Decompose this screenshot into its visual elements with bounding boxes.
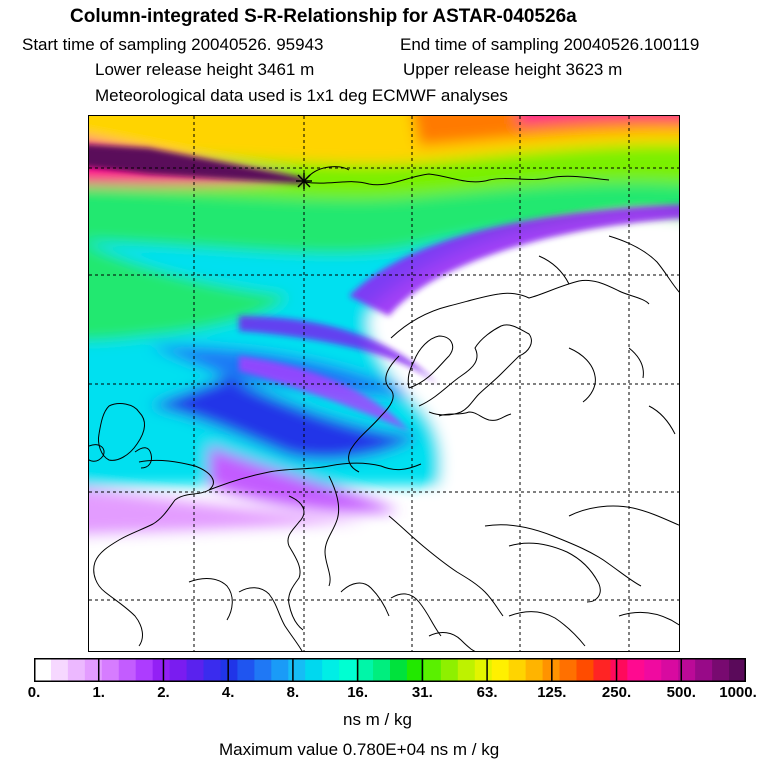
color-swatch: [423, 658, 442, 682]
color-swatch: [135, 658, 154, 682]
color-swatch: [474, 658, 493, 682]
color-scale-tick-label: 1.: [92, 684, 105, 701]
color-swatch: [525, 658, 544, 682]
color-swatch: [237, 658, 255, 682]
coastlines: [89, 166, 679, 651]
color-swatch: [695, 658, 713, 682]
color-swatch: [678, 658, 696, 682]
color-scale-tick-label: 2.: [157, 684, 170, 701]
color-swatch: [457, 658, 476, 682]
color-swatch: [339, 658, 357, 682]
color-swatch: [305, 658, 323, 682]
start-time-label: Start time of sampling 20040526. 95943: [22, 35, 324, 54]
max-value-label: Maximum value 0.780E+04 ns m / kg: [219, 740, 500, 759]
color-swatch: [406, 658, 425, 682]
end-time-label: End time of sampling 20040526.100119: [400, 35, 700, 54]
color-swatch: [729, 658, 746, 682]
field-map: [89, 116, 679, 651]
color-swatch: [390, 658, 408, 682]
color-swatch: [186, 658, 205, 682]
color-scale-tick-label: 125.: [537, 684, 567, 701]
color-scale-tick-label: 250.: [601, 684, 632, 701]
color-swatch: [50, 658, 69, 682]
color-scale-border: [34, 658, 746, 682]
color-swatch: [627, 658, 645, 682]
plot-title: Column-integrated S-R-Relationship for A…: [70, 6, 577, 27]
color-swatch: [610, 658, 628, 682]
lower-release-label: Lower release height 3461 m: [95, 60, 315, 79]
met-data-label: Meteorological data used is 1x1 deg ECMW…: [95, 86, 508, 105]
graticule: [89, 116, 679, 651]
color-scale-tick-label: 0.: [27, 684, 41, 701]
color-swatch: [220, 658, 238, 682]
color-scale-tick-label: 500.: [666, 684, 696, 701]
color-swatch: [169, 658, 188, 682]
color-swatch: [254, 658, 272, 682]
color-swatch: [118, 658, 137, 682]
color-swatch: [288, 658, 306, 682]
color-swatch: [593, 658, 611, 682]
color-swatch: [271, 658, 289, 682]
color-swatch: [661, 658, 679, 682]
color-swatch: [644, 658, 662, 682]
color-swatch: [712, 658, 730, 682]
color-swatch: [84, 658, 103, 682]
color-swatch: [491, 658, 510, 682]
color-swatch: [322, 658, 340, 682]
color-swatch: [152, 658, 171, 682]
map-panel: [88, 115, 680, 652]
color-scale-bar: [34, 658, 746, 682]
color-scale-tick-label: 4.: [221, 684, 235, 701]
release-point-marker: [296, 173, 312, 189]
unit-label: ns m / kg: [343, 710, 412, 729]
color-swatch: [356, 658, 374, 682]
color-swatch: [67, 658, 86, 682]
color-scale-tick-label: 31.: [411, 684, 433, 701]
upper-release-label: Upper release height 3623 m: [403, 60, 623, 79]
color-swatch: [373, 658, 391, 682]
color-swatch: [559, 658, 577, 682]
color-scale-tick-label: 1000.: [719, 684, 757, 701]
color-swatch: [576, 658, 594, 682]
color-swatch: [203, 658, 221, 682]
color-scale-tick-label: 16.: [347, 684, 369, 701]
color-scale-tick-label: 63.: [476, 684, 498, 701]
concentration-field: [89, 116, 679, 651]
color-swatch: [34, 658, 52, 682]
color-swatch: [508, 658, 527, 682]
color-swatch: [440, 658, 459, 682]
color-swatch: [101, 658, 120, 682]
color-scale-tick-label: 8.: [286, 684, 300, 701]
